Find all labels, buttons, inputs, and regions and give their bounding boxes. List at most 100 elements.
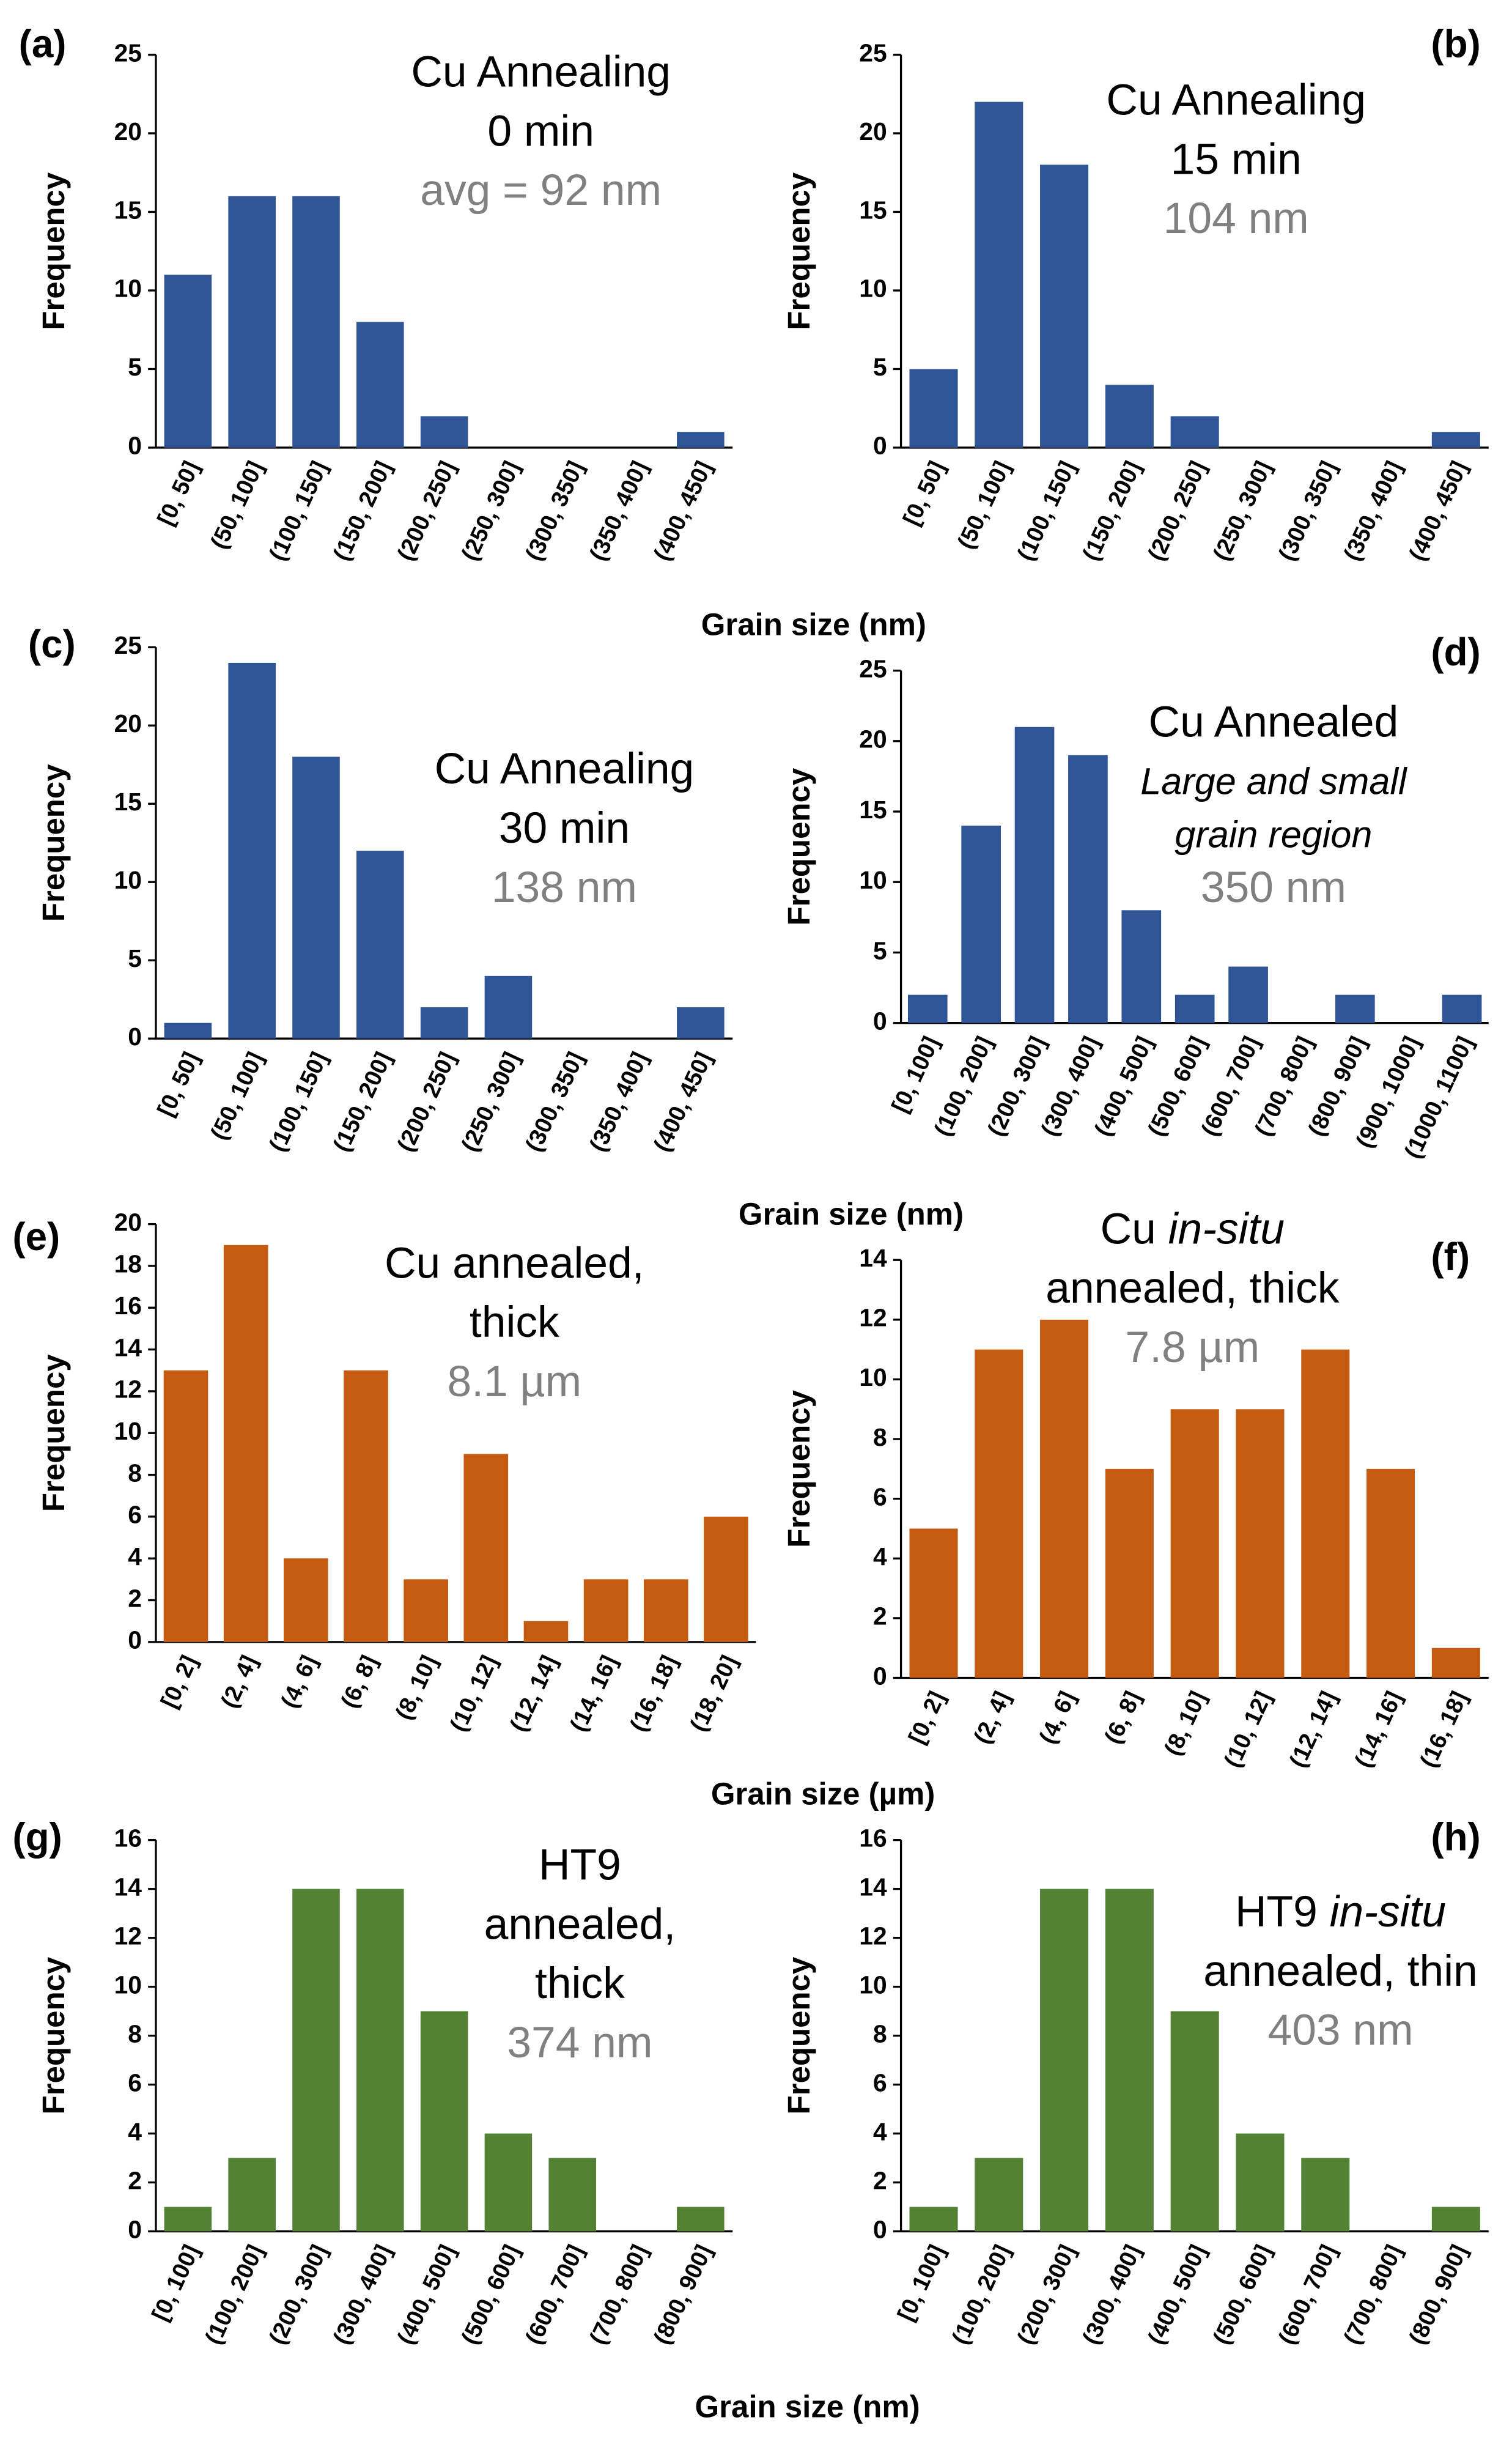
x-tick-label: (100, 200] <box>947 2241 1016 2348</box>
y-tick-label: 16 <box>114 1824 142 1852</box>
y-tick-label: 12 <box>859 1922 887 1950</box>
bar <box>677 2207 725 2232</box>
x-tick-label: (6, 8] <box>336 1651 383 1712</box>
bar <box>677 432 725 448</box>
x-tick-label: (6, 8] <box>1099 1687 1146 1748</box>
bar <box>1121 910 1162 1023</box>
x-axis-label: Grain size (nm) <box>695 2389 920 2424</box>
y-tick-label: 12 <box>114 1922 142 1950</box>
x-tick-label: (500, 600] <box>1208 2241 1277 2348</box>
x-tick-label: (18, 20] <box>685 1651 743 1736</box>
x-tick-label: (600, 700] <box>520 2241 589 2348</box>
bar <box>961 826 1001 1023</box>
bar <box>164 1023 212 1039</box>
y-tick-label: 2 <box>128 2166 142 2194</box>
y-tick-label: 10 <box>859 1970 887 1999</box>
annotation-run: HT9 <box>1235 1887 1330 1936</box>
y-tick-label: 5 <box>128 944 142 972</box>
y-tick-label: 10 <box>114 866 142 894</box>
y-axis-label: Frequency <box>781 768 816 925</box>
x-axis-label: Grain size (µm) <box>711 1777 935 1811</box>
x-tick-label: (400, 450] <box>649 457 718 564</box>
bar <box>1431 1648 1480 1678</box>
y-tick-label: 20 <box>114 709 142 738</box>
y-tick-label: 15 <box>114 196 142 224</box>
y-axis-label: Frequency <box>36 172 71 330</box>
x-tick-label: (200, 250] <box>392 457 461 564</box>
x-tick-label: (100, 200] <box>200 2241 269 2348</box>
bar <box>420 416 468 448</box>
bar <box>404 1579 448 1642</box>
y-tick-label: 12 <box>859 1304 887 1332</box>
y-tick-label: 15 <box>114 788 142 816</box>
bar <box>1175 994 1215 1023</box>
x-tick-label: [0, 100] <box>887 1032 945 1117</box>
x-tick-label: (350, 400] <box>585 457 654 564</box>
bar <box>292 1889 340 2232</box>
x-tick-label: (16, 18] <box>1415 1687 1473 1772</box>
x-tick-label: (50, 100] <box>953 457 1016 553</box>
annotation: thick <box>535 1959 625 2008</box>
x-tick-label: (250, 300] <box>456 1048 525 1156</box>
x-tick-label: [0, 50] <box>898 457 951 529</box>
annotation-run: in-situ <box>1168 1204 1285 1253</box>
x-tick-label: (10, 12] <box>1219 1687 1277 1772</box>
x-tick-label: (300, 350] <box>520 457 589 564</box>
panel-label: (h) <box>1431 1815 1480 1859</box>
annotation-run: grain region <box>1175 813 1372 855</box>
y-tick-label: 20 <box>859 725 887 753</box>
x-tick-label: (700, 800] <box>1338 2241 1407 2348</box>
annotation: HT9 <box>539 1840 621 1889</box>
x-tick-label: (500, 600] <box>456 2241 525 2348</box>
annotation: 0 min <box>487 106 594 155</box>
bar <box>1228 966 1268 1023</box>
y-tick-label: 2 <box>873 2166 887 2194</box>
x-tick-label: (400, 500] <box>392 2241 461 2348</box>
y-tick-label: 18 <box>114 1250 142 1278</box>
y-tick-label: 0 <box>873 432 887 460</box>
y-axis-label: Frequency <box>781 1956 816 2114</box>
annotation: 30 min <box>499 804 630 853</box>
bar <box>1366 1468 1415 1678</box>
annotation-run: in-situ <box>1330 1887 1446 1936</box>
x-tick-label: (50, 100] <box>205 1048 269 1144</box>
x-tick-label: (50, 100] <box>205 457 269 553</box>
x-tick-label: (350, 400] <box>585 1048 654 1156</box>
annotation: HT9 in-situ <box>1235 1887 1446 1936</box>
x-tick-label: (4, 6] <box>276 1651 323 1712</box>
x-tick-label: (100, 150] <box>1012 457 1081 564</box>
y-tick-label: 10 <box>859 275 887 303</box>
y-tick-label: 4 <box>128 2117 142 2145</box>
x-tick-label: (12, 14] <box>505 1651 563 1736</box>
bar <box>1301 2158 1350 2232</box>
y-tick-label: 12 <box>114 1375 142 1404</box>
y-tick-label: 25 <box>114 631 142 659</box>
y-tick-label: 6 <box>128 2068 142 2096</box>
y-tick-label: 6 <box>873 1482 887 1511</box>
x-tick-label: (14, 16] <box>565 1651 623 1736</box>
y-tick-label: 4 <box>873 2117 887 2145</box>
x-tick-label: (150, 200] <box>328 1048 397 1156</box>
bar <box>420 1007 468 1039</box>
bar <box>228 196 276 448</box>
y-tick-label: 25 <box>859 654 887 683</box>
panel-label: (f) <box>1431 1235 1470 1279</box>
bar <box>907 994 948 1023</box>
bar <box>284 1558 328 1642</box>
bar <box>1014 727 1055 1023</box>
bar <box>523 1621 569 1642</box>
bar <box>909 2207 958 2232</box>
panel-label: (b) <box>1431 22 1480 66</box>
panel-label: (d) <box>1431 630 1480 674</box>
y-tick-label: 10 <box>114 1417 142 1445</box>
annotation: grain region <box>1175 813 1372 855</box>
bar <box>975 102 1023 448</box>
y-tick-label: 10 <box>859 1363 887 1391</box>
panel-label: (c) <box>28 622 76 666</box>
y-axis-label: Frequency <box>36 1956 71 2114</box>
x-tick-label: [0, 50] <box>152 457 205 529</box>
x-tick-label: (8, 10] <box>390 1651 443 1723</box>
bar <box>292 757 340 1039</box>
average-label: 350 nm <box>1201 863 1346 912</box>
